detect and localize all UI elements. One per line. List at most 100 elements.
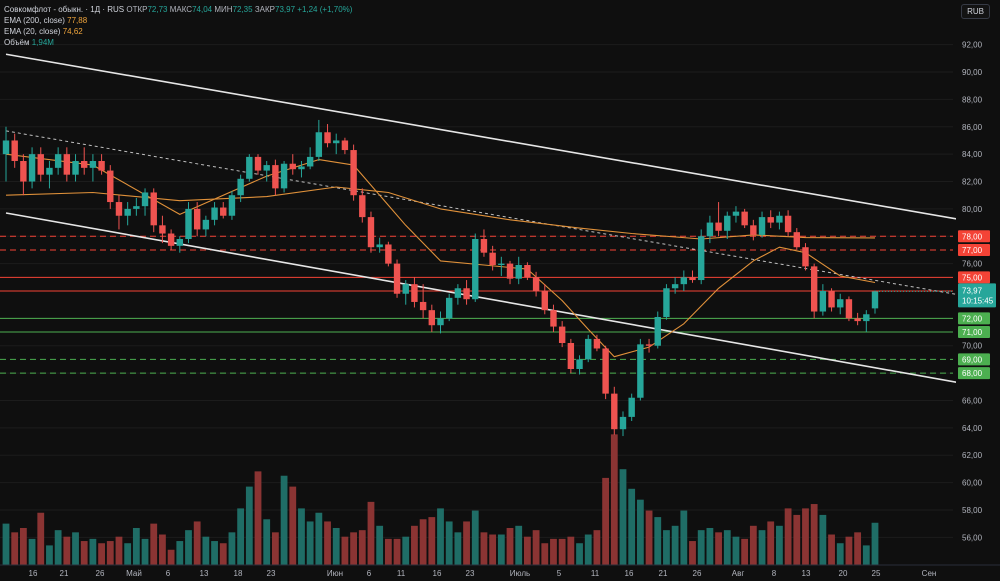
candle-body[interactable] <box>272 165 279 189</box>
candle-body[interactable] <box>98 161 105 171</box>
candle-body[interactable] <box>532 277 540 291</box>
channel-lower-line[interactable] <box>5 212 1000 414</box>
legend-ema20-row[interactable]: EMA (20, close) 74,62 <box>4 26 352 37</box>
candle-body[interactable] <box>359 195 366 218</box>
candle-body[interactable] <box>306 156 314 167</box>
candle-body[interactable] <box>37 154 44 175</box>
candle-body[interactable] <box>11 140 18 161</box>
candle-body[interactable] <box>411 284 418 302</box>
candle-body[interactable] <box>185 208 192 239</box>
candle-body[interactable] <box>298 166 305 170</box>
candle-body[interactable] <box>63 154 71 175</box>
candle-body[interactable] <box>619 416 627 430</box>
candle-body[interactable] <box>654 317 661 346</box>
candle-body[interactable] <box>280 163 288 189</box>
level-price-tag[interactable] <box>958 312 990 325</box>
candle-body[interactable] <box>289 163 296 170</box>
candle-body[interactable] <box>776 215 783 223</box>
candle-body[interactable] <box>628 397 635 417</box>
candle-body[interactable] <box>802 247 809 267</box>
currency-badge[interactable]: RUB <box>961 4 990 19</box>
candle-body[interactable] <box>480 239 488 253</box>
candle-body[interactable] <box>393 263 401 294</box>
candle-body[interactable] <box>437 318 444 326</box>
candle-body[interactable] <box>784 215 792 233</box>
ema20-label[interactable]: EMA (20, close) <box>4 27 61 36</box>
candle-body[interactable] <box>724 215 731 231</box>
candle-body[interactable] <box>211 207 218 220</box>
candle-body[interactable] <box>567 343 575 369</box>
candle-body[interactable] <box>202 219 210 230</box>
channel-mid-line[interactable] <box>5 130 1000 325</box>
level-price-tag[interactable] <box>958 271 990 284</box>
candle-body[interactable] <box>54 154 62 168</box>
candle-body[interactable] <box>159 225 166 234</box>
candle-body[interactable] <box>732 211 740 216</box>
candle-body[interactable] <box>333 140 340 144</box>
candle-body[interactable] <box>854 318 861 322</box>
candle-body[interactable] <box>463 288 470 300</box>
candle-body[interactable] <box>454 288 462 298</box>
candle-body[interactable] <box>220 207 227 216</box>
candle-body[interactable] <box>124 208 131 216</box>
level-price-tag[interactable] <box>958 326 990 339</box>
candle-body[interactable] <box>637 344 644 398</box>
candle-body[interactable] <box>445 297 453 319</box>
candle-body[interactable] <box>663 288 670 317</box>
candle-body[interactable] <box>706 222 714 237</box>
candle-body[interactable] <box>810 266 818 312</box>
candle-body[interactable] <box>419 301 427 311</box>
legend-ema200-row[interactable]: EMA (200, close) 77,88 <box>4 15 352 26</box>
candle-body[interactable] <box>767 217 774 223</box>
candle-body[interactable] <box>254 156 262 171</box>
candle-body[interactable] <box>107 170 114 203</box>
candle-body[interactable] <box>741 211 748 226</box>
candle-body[interactable] <box>324 132 331 144</box>
candle-body[interactable] <box>863 314 870 322</box>
candle-body[interactable] <box>506 263 514 279</box>
legend-volume-row[interactable]: Объём 1,94M <box>4 37 352 48</box>
candle-body[interactable] <box>150 192 157 226</box>
candle-body[interactable] <box>46 167 53 175</box>
candle-body[interactable] <box>367 217 375 248</box>
candle-body[interactable] <box>263 165 270 171</box>
candle-body[interactable] <box>871 291 879 309</box>
candle-body[interactable] <box>837 299 844 308</box>
price-axis[interactable]: 56,00 58,00 60,00 62,00 64,00 66,00 68,00 70,00… <box>879 0 1000 581</box>
candle-body[interactable] <box>793 232 800 248</box>
candle-body[interactable] <box>715 222 722 231</box>
candle-body[interactable] <box>81 161 88 168</box>
candle-body[interactable] <box>845 299 853 319</box>
level-price-tag[interactable] <box>958 353 990 366</box>
legend-symbol-row[interactable]: Совкомфлот - обыкн. · 1Д · RUS ОТКР72,73… <box>4 4 352 15</box>
candle-body[interactable] <box>133 206 140 209</box>
candle-body[interactable] <box>758 217 766 235</box>
candle-body[interactable] <box>2 140 10 155</box>
candle-body[interactable] <box>341 140 349 151</box>
candle-body[interactable] <box>89 161 97 168</box>
candle-body[interactable] <box>428 310 436 326</box>
candle-body[interactable] <box>680 277 688 285</box>
candle-body[interactable] <box>167 233 175 246</box>
candle-body[interactable] <box>645 344 653 346</box>
volume-label[interactable]: Объём <box>4 38 30 47</box>
candle-body[interactable] <box>593 338 601 349</box>
candle-body[interactable] <box>550 310 557 327</box>
time-axis[interactable]: 16 21 26 Май 6 13 18 23 Июн 6 11 16 23 Июль 5 11 16 21 26 А… <box>0 564 1000 581</box>
candle-body[interactable] <box>585 338 592 360</box>
candle-body[interactable] <box>576 359 583 369</box>
candle-body[interactable] <box>115 202 123 216</box>
candle-body[interactable] <box>246 156 253 179</box>
candle-body[interactable] <box>72 161 79 175</box>
candle-body[interactable] <box>141 192 149 207</box>
candle-body[interactable] <box>28 154 36 182</box>
candle-body[interactable] <box>611 393 618 430</box>
last-price-tag[interactable] <box>958 283 996 308</box>
candle-body[interactable] <box>689 277 696 281</box>
channel-upper-line[interactable] <box>5 53 1000 250</box>
candle-body[interactable] <box>515 265 522 279</box>
candle-body[interactable] <box>315 132 323 157</box>
candle-body[interactable] <box>541 291 548 311</box>
symbol-label[interactable]: Совкомфлот - обыкн. · 1Д · RUS <box>4 5 125 14</box>
candle-body[interactable] <box>750 225 757 235</box>
